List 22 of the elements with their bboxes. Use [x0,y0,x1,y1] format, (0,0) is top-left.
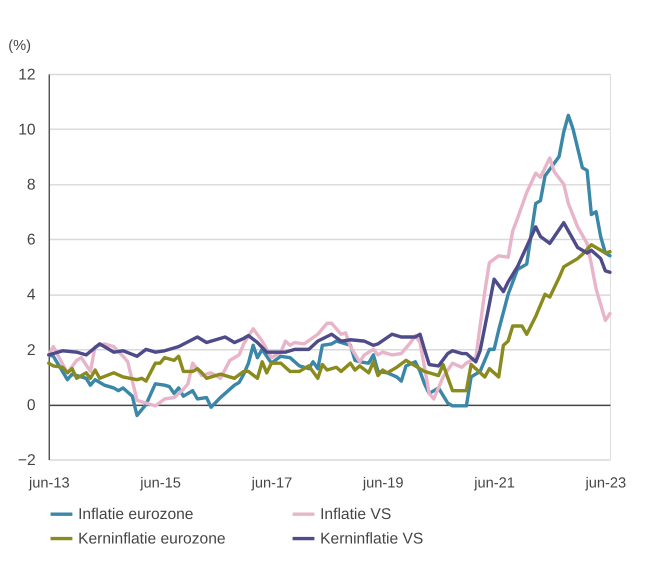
y-tick-label: 4 [26,286,36,304]
line-series [47,221,612,368]
legend-label: Inflatie VS [320,506,392,524]
y-tick-label: 6 [26,232,36,249]
line-series [47,156,612,408]
line-series [47,243,612,392]
y-axis-title: (%) [8,38,32,54]
x-tick-label: jun-15 [139,475,181,492]
x-tick-label: jun-21 [473,475,515,492]
x-tick-label: jun-13 [28,475,70,492]
y-tick-label: 10 [18,121,36,138]
x-tick-label: jun-19 [362,475,404,492]
y-tick-label: 12 [18,66,36,84]
y-tick-label: 2 [26,342,36,359]
legend-label: Kerninflatie VS [320,530,424,548]
y-tick-label: 8 [26,176,36,194]
y-tick-label: −2 [18,452,36,469]
y-tick-label: 0 [26,396,36,414]
legend-label: Kerninflatie eurozone [78,530,226,548]
x-tick-label: jun-17 [250,475,292,492]
legend-label: Inflatie eurozone [78,506,194,524]
x-tick-label: jun-23 [584,475,626,492]
